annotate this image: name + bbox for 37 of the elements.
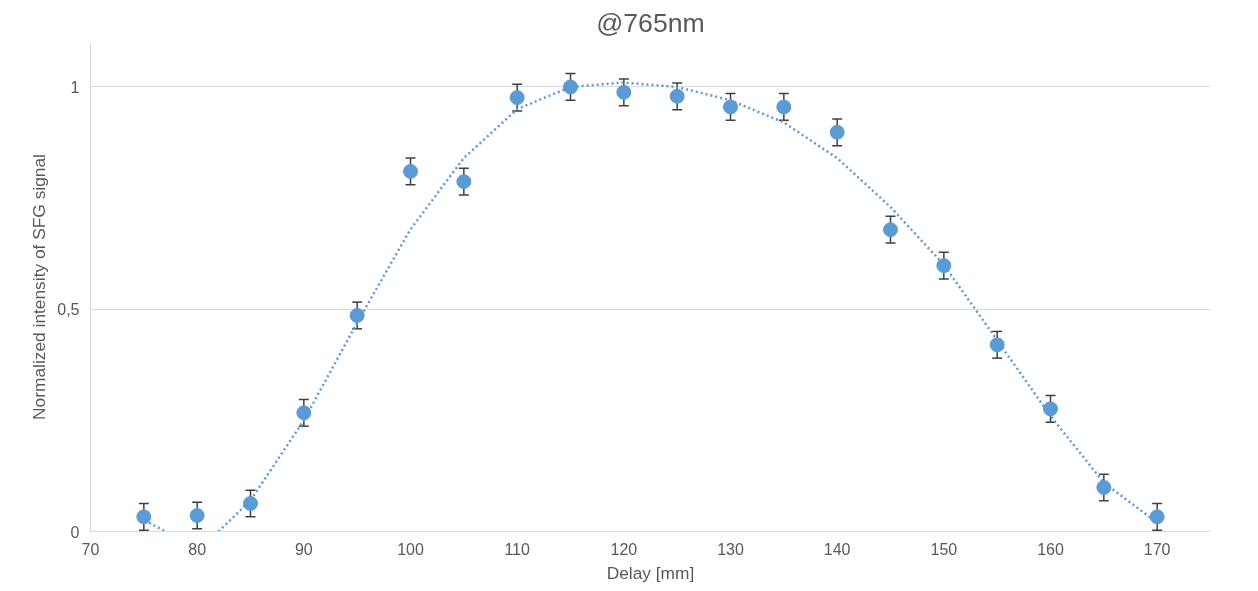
point <box>243 496 258 511</box>
x-tick-label: 160 <box>1037 540 1064 558</box>
y-tick-label: 0 <box>70 523 80 541</box>
x-tick-label: 80 <box>188 540 207 558</box>
point <box>403 163 418 179</box>
point <box>936 258 952 274</box>
point <box>509 90 525 106</box>
point <box>296 405 312 421</box>
point <box>776 99 792 115</box>
x-tick-label: 170 <box>1143 540 1171 558</box>
point <box>563 79 578 95</box>
x-tick-label: 90 <box>294 540 313 558</box>
point <box>669 88 685 104</box>
point <box>1096 480 1112 495</box>
chart-title: @765nm <box>596 7 705 38</box>
point <box>1149 509 1165 525</box>
x-tick-label: 70 <box>81 540 100 558</box>
point <box>1043 401 1058 417</box>
point <box>349 307 365 323</box>
x-tick-label: 140 <box>823 540 851 558</box>
x-tick-label: 150 <box>930 540 958 558</box>
x-tick-label: 130 <box>717 540 744 558</box>
y-axis-title: Normalized intensity of SFG signal <box>29 154 50 420</box>
x-tick-label: 100 <box>397 540 424 558</box>
point <box>723 99 738 115</box>
point <box>136 509 152 525</box>
y-tick-label: 1 <box>70 78 80 96</box>
point <box>189 508 205 523</box>
x-tick-label: 110 <box>504 540 531 558</box>
x-axis-title: Delay [mm] <box>606 562 695 583</box>
point <box>883 222 898 238</box>
point <box>829 124 845 140</box>
point <box>616 84 632 100</box>
x-tick-label: 120 <box>610 540 638 558</box>
point <box>989 337 1005 353</box>
point <box>456 174 472 190</box>
y-tick-label: 0,5 <box>57 301 80 319</box>
